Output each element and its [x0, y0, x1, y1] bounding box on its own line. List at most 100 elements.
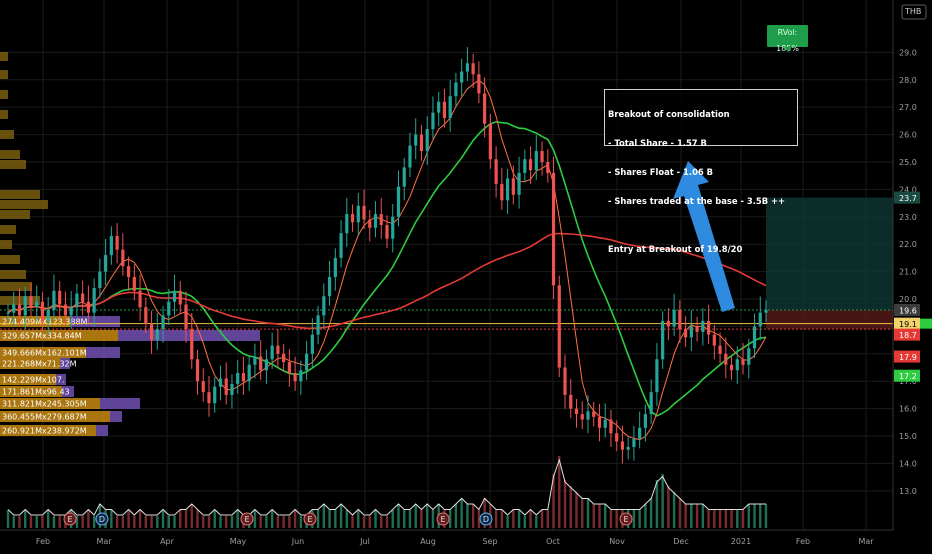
- candle: [758, 296, 762, 341]
- arrow-shape: [673, 161, 735, 312]
- month-label: Oct: [546, 537, 560, 546]
- volume-bar: [328, 510, 331, 528]
- candle: [52, 274, 56, 320]
- price-tick-label: 27.0: [899, 103, 917, 112]
- event-marker-label: E: [307, 515, 312, 524]
- candle: [35, 285, 39, 321]
- candle-body: [287, 362, 291, 373]
- volume-bar: [592, 504, 595, 528]
- candle-body: [224, 378, 228, 395]
- candle: [327, 260, 332, 306]
- candle: [597, 403, 602, 442]
- volume-profile-bar: [0, 90, 8, 99]
- volume-profile-label: 329.657Mx334.84M: [2, 332, 82, 341]
- volume-bar: [133, 516, 136, 528]
- candle-body: [126, 266, 131, 278]
- volume-bar: [156, 516, 159, 528]
- volume-profile-bar: [0, 130, 14, 139]
- candle-body: [29, 296, 33, 308]
- candle-body: [580, 414, 584, 420]
- candle: [488, 114, 492, 169]
- candle-body: [305, 353, 309, 371]
- candle-body: [138, 290, 142, 308]
- volume-bar: [230, 516, 234, 528]
- event-marker-circle: [240, 512, 254, 526]
- volume-profile-label: 349.666Mx162.101M: [2, 349, 87, 358]
- volume-profile-bar-up: [0, 347, 86, 358]
- candle-body: [155, 329, 159, 341]
- candle-body: [23, 296, 27, 316]
- candle: [402, 157, 406, 201]
- candle: [190, 312, 194, 369]
- candle: [253, 343, 257, 379]
- candle-body: [695, 326, 699, 332]
- volume-bar: [494, 510, 498, 528]
- volume-bar: [713, 510, 716, 528]
- volume-bar: [299, 516, 303, 528]
- candle: [471, 53, 475, 88]
- candle: [643, 404, 648, 442]
- volume-bar: [408, 510, 412, 528]
- candle-body: [6, 312, 10, 314]
- candle: [569, 378, 573, 419]
- candle: [12, 291, 16, 327]
- candle: [706, 304, 711, 345]
- candle: [592, 401, 596, 427]
- volume-bar: [52, 516, 56, 528]
- candle: [126, 256, 131, 291]
- candle: [724, 337, 728, 379]
- candle-body: [230, 383, 234, 395]
- volume-bar: [563, 480, 567, 528]
- candle: [672, 293, 676, 336]
- volume-bar: [431, 510, 435, 528]
- candle-body: [144, 307, 148, 324]
- candle-body: [494, 159, 498, 184]
- candle-body: [299, 370, 303, 382]
- volume-bar: [322, 504, 326, 528]
- event-marker: E: [619, 512, 633, 526]
- volume-bar: [316, 510, 320, 528]
- volume-bar: [598, 504, 601, 528]
- candle-body: [322, 296, 326, 316]
- candle-body: [448, 96, 452, 119]
- volume-bar: [351, 516, 354, 528]
- candle-body: [609, 419, 613, 434]
- candle: [661, 311, 665, 369]
- month-label: Feb: [796, 537, 810, 546]
- candle: [293, 356, 297, 391]
- candle: [689, 310, 693, 352]
- month-label: 2021: [731, 537, 751, 546]
- event-marker-circle: [303, 512, 317, 526]
- candle: [86, 285, 90, 323]
- volume-bar: [362, 516, 366, 528]
- volume-bar: [179, 510, 182, 528]
- volume-bar: [414, 504, 417, 528]
- candle: [282, 344, 286, 372]
- candle: [655, 343, 659, 406]
- symbol-box: [901, 4, 927, 20]
- volume-profile-bar: [0, 255, 20, 264]
- candle: [764, 300, 768, 323]
- event-marker-circle: [95, 512, 109, 526]
- candle: [517, 156, 521, 209]
- candle-body: [379, 214, 383, 226]
- candle: [684, 316, 688, 347]
- candle-body: [523, 159, 527, 173]
- volume-bar: [604, 504, 607, 528]
- price-label: 18.7: [894, 328, 920, 341]
- candle-body: [437, 101, 441, 113]
- volume-profile-bar: [0, 225, 16, 234]
- candle: [310, 318, 314, 368]
- volume-profile-bar: [0, 296, 40, 305]
- candle: [339, 220, 343, 268]
- volume-bar: [569, 486, 572, 528]
- candle: [241, 356, 246, 395]
- annotation-line: Breakout of consolidation: [608, 109, 730, 120]
- candle: [638, 411, 642, 449]
- candle: [333, 248, 337, 291]
- volume-bar: [425, 504, 429, 528]
- candle-body: [207, 392, 211, 404]
- volume-bar: [12, 516, 15, 528]
